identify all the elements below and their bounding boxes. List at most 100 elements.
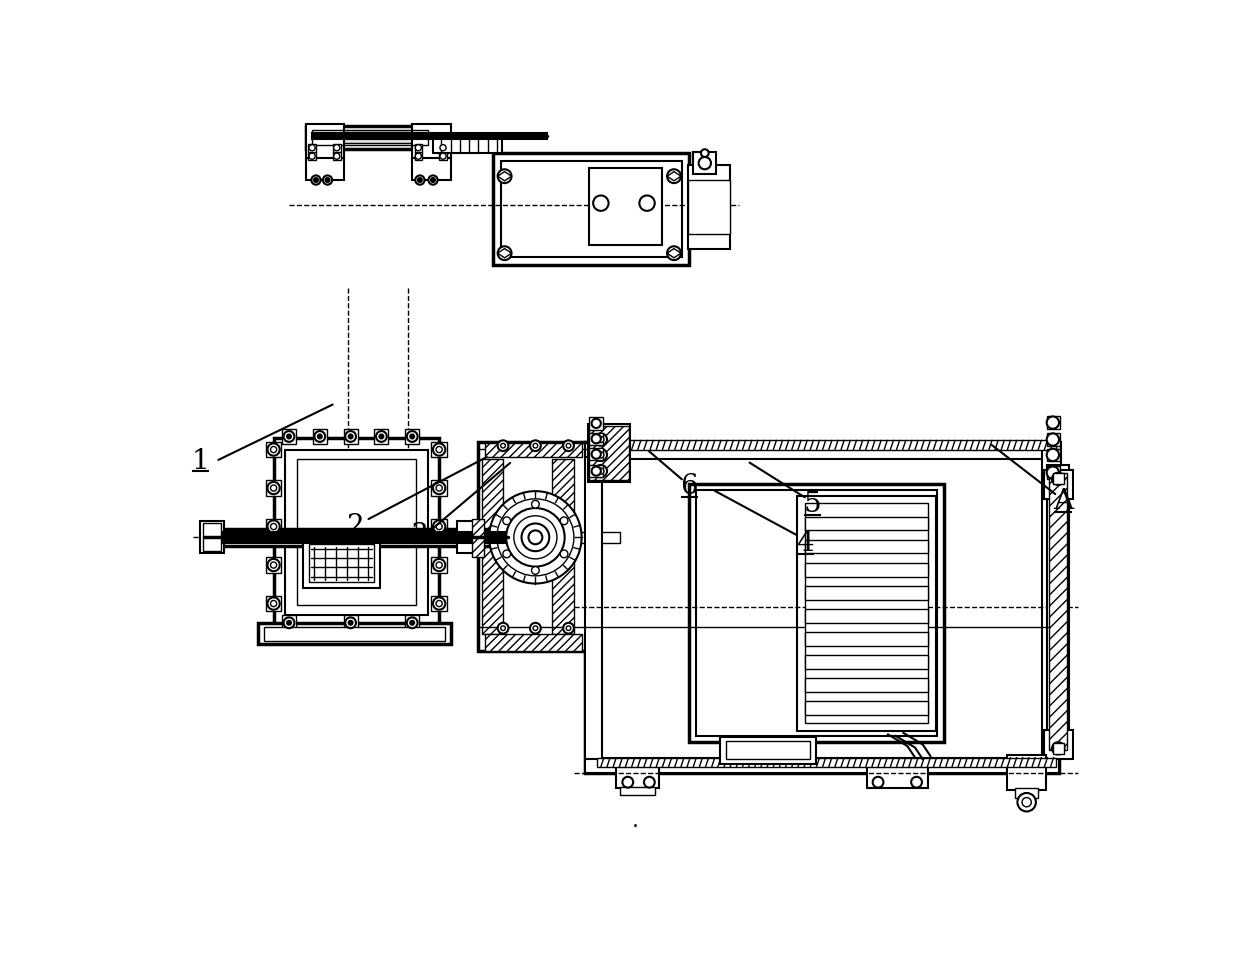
- Bar: [589, 426, 629, 480]
- Bar: [306, 126, 433, 149]
- Bar: [456, 521, 479, 554]
- Circle shape: [410, 621, 414, 626]
- Circle shape: [497, 246, 512, 260]
- Text: .: .: [632, 811, 639, 831]
- Bar: [585, 442, 1059, 773]
- Circle shape: [1047, 466, 1059, 478]
- Bar: [205, 529, 508, 546]
- Bar: [585, 443, 1059, 458]
- Text: 2: 2: [346, 513, 363, 540]
- Circle shape: [268, 482, 280, 494]
- Text: 4: 4: [796, 530, 813, 557]
- Bar: [588, 424, 630, 482]
- Bar: [596, 440, 1056, 450]
- Bar: [1016, 788, 1038, 797]
- Circle shape: [567, 443, 570, 448]
- Bar: [312, 130, 428, 145]
- Circle shape: [436, 562, 443, 568]
- Bar: [258, 623, 450, 645]
- Circle shape: [497, 169, 512, 183]
- Circle shape: [532, 500, 539, 508]
- Circle shape: [533, 443, 538, 448]
- Bar: [317, 133, 422, 143]
- Bar: [501, 160, 682, 257]
- Circle shape: [286, 621, 291, 626]
- Bar: [264, 626, 444, 641]
- Circle shape: [270, 447, 277, 453]
- Circle shape: [667, 169, 681, 183]
- Bar: [414, 144, 422, 152]
- Circle shape: [591, 466, 601, 476]
- Bar: [589, 168, 662, 245]
- Bar: [805, 503, 928, 723]
- Bar: [432, 442, 446, 457]
- Bar: [805, 632, 928, 646]
- Circle shape: [595, 449, 608, 461]
- Bar: [450, 532, 620, 542]
- Circle shape: [270, 562, 277, 568]
- Bar: [306, 159, 345, 180]
- Bar: [203, 523, 221, 551]
- Polygon shape: [497, 172, 512, 180]
- Circle shape: [334, 144, 340, 151]
- Circle shape: [433, 598, 445, 609]
- Bar: [620, 787, 655, 795]
- Circle shape: [873, 776, 883, 788]
- Circle shape: [407, 431, 418, 442]
- Circle shape: [1022, 797, 1032, 807]
- Circle shape: [270, 601, 277, 606]
- Bar: [405, 429, 419, 444]
- Circle shape: [284, 618, 294, 628]
- Bar: [472, 519, 484, 558]
- Circle shape: [501, 626, 506, 630]
- Circle shape: [379, 435, 383, 438]
- Circle shape: [1047, 416, 1059, 429]
- Circle shape: [428, 176, 438, 184]
- Bar: [1044, 730, 1073, 759]
- Circle shape: [345, 618, 356, 628]
- Circle shape: [376, 431, 387, 442]
- Bar: [432, 519, 446, 534]
- Circle shape: [433, 559, 445, 571]
- Circle shape: [1052, 742, 1064, 754]
- Circle shape: [490, 491, 582, 584]
- Bar: [688, 180, 730, 234]
- Bar: [1044, 470, 1073, 499]
- Circle shape: [433, 482, 445, 494]
- Circle shape: [410, 435, 414, 438]
- Bar: [805, 562, 928, 577]
- Circle shape: [644, 776, 655, 788]
- Circle shape: [591, 450, 601, 458]
- Circle shape: [436, 601, 443, 606]
- Circle shape: [497, 440, 508, 451]
- Polygon shape: [667, 172, 681, 180]
- Circle shape: [268, 443, 280, 456]
- Bar: [589, 465, 603, 478]
- Bar: [332, 153, 341, 160]
- Bar: [414, 153, 422, 160]
- Text: A: A: [1053, 488, 1073, 516]
- Circle shape: [503, 517, 511, 524]
- Bar: [265, 596, 281, 611]
- Circle shape: [415, 144, 422, 151]
- Bar: [494, 153, 689, 265]
- Bar: [720, 736, 816, 764]
- Circle shape: [593, 196, 609, 211]
- Circle shape: [415, 176, 424, 184]
- Circle shape: [503, 550, 511, 558]
- Circle shape: [911, 776, 923, 788]
- Bar: [312, 133, 547, 139]
- Bar: [805, 609, 928, 623]
- Bar: [201, 521, 223, 554]
- Circle shape: [284, 431, 294, 442]
- Bar: [1049, 473, 1068, 750]
- Circle shape: [314, 178, 319, 182]
- Bar: [805, 540, 928, 554]
- Bar: [312, 429, 326, 444]
- Bar: [439, 144, 446, 152]
- Polygon shape: [667, 248, 681, 258]
- Circle shape: [1047, 434, 1059, 446]
- Bar: [274, 438, 439, 626]
- Bar: [481, 458, 503, 634]
- Circle shape: [598, 452, 604, 458]
